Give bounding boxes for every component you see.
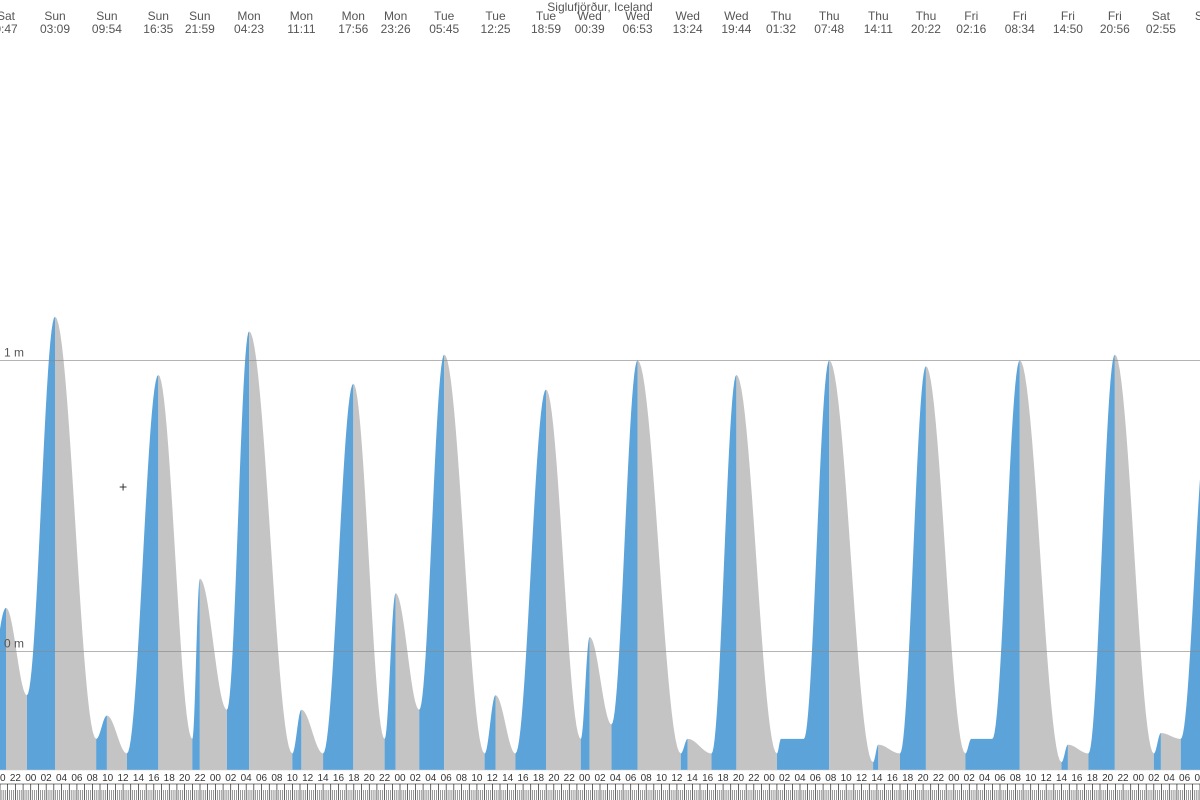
hour-label: 20 — [918, 773, 930, 784]
hour-label: 06 — [625, 773, 637, 784]
hour-label: 22 — [748, 773, 760, 784]
hour-label: 08 — [825, 773, 837, 784]
hour-label: 16 — [518, 773, 530, 784]
hour-label: 04 — [241, 773, 253, 784]
hour-label: 06 — [256, 773, 268, 784]
hour-label: 18 — [718, 773, 730, 784]
hour-label: 18 — [348, 773, 360, 784]
hour-label: 06 — [71, 773, 83, 784]
hour-label: 00 — [764, 773, 776, 784]
hour-label: 00 — [394, 773, 406, 784]
hour-label: 10 — [1025, 773, 1037, 784]
hour-label: 22 — [10, 773, 22, 784]
hour-label: 02 — [410, 773, 422, 784]
hour-label: 18 — [902, 773, 914, 784]
hour-label: 12 — [856, 773, 868, 784]
hour-label: 06 — [441, 773, 453, 784]
hour-label: 12 — [118, 773, 130, 784]
hour-label: 06 — [1179, 773, 1191, 784]
hour-label: 08 — [1010, 773, 1022, 784]
chart-svg: 0 m1 m2022000204060810121416182022000204… — [0, 0, 1200, 800]
hour-label: 02 — [779, 773, 791, 784]
hour-label: 20 — [733, 773, 745, 784]
y-gridline-label: 1 m — [4, 345, 24, 359]
hour-label: 00 — [948, 773, 960, 784]
hour-label: 12 — [487, 773, 499, 784]
hour-label: 22 — [194, 773, 206, 784]
hour-label: 22 — [564, 773, 576, 784]
hour-label: 16 — [1071, 773, 1083, 784]
hour-label: 08 — [271, 773, 283, 784]
hour-label: 06 — [810, 773, 822, 784]
hour-label: 00 — [210, 773, 222, 784]
hour-label: 00 — [1133, 773, 1145, 784]
hour-label: 04 — [794, 773, 806, 784]
hour-label: 22 — [1118, 773, 1130, 784]
hour-label: 14 — [871, 773, 883, 784]
hour-label: 22 — [379, 773, 391, 784]
hour-label: 20 — [548, 773, 560, 784]
hour-label: 20 — [1102, 773, 1114, 784]
hour-label: 12 — [1041, 773, 1053, 784]
tide-chart: Siglufjörður, Iceland Sat0:47Sun03:09Sun… — [0, 0, 1200, 800]
hour-label: 14 — [502, 773, 514, 784]
hour-label: 18 — [533, 773, 545, 784]
hour-label: 14 — [1056, 773, 1068, 784]
hour-label: 20 — [0, 773, 6, 784]
hour-label: 02 — [964, 773, 976, 784]
hour-label: 14 — [133, 773, 145, 784]
hour-label: 16 — [333, 773, 345, 784]
hour-label: 00 — [579, 773, 591, 784]
hour-label: 02 — [1148, 773, 1160, 784]
hour-label: 08 — [641, 773, 653, 784]
cursor-marker: + — [119, 478, 127, 494]
hour-label: 20 — [364, 773, 376, 784]
hour-label: 22 — [933, 773, 945, 784]
hour-label: 04 — [56, 773, 68, 784]
hour-label: 10 — [102, 773, 114, 784]
hour-label: 02 — [225, 773, 237, 784]
hour-label: 10 — [841, 773, 853, 784]
hour-label: 16 — [702, 773, 714, 784]
hour-label: 06 — [994, 773, 1006, 784]
hour-label: 10 — [656, 773, 668, 784]
hour-label: 04 — [425, 773, 437, 784]
hour-label: 10 — [471, 773, 483, 784]
hour-label: 14 — [687, 773, 699, 784]
hour-label: 08 — [1194, 773, 1200, 784]
hour-label: 10 — [287, 773, 299, 784]
hour-label: 02 — [41, 773, 53, 784]
hour-label: 08 — [87, 773, 99, 784]
hour-label: 16 — [148, 773, 160, 784]
hour-label: 00 — [25, 773, 37, 784]
hour-label: 04 — [1164, 773, 1176, 784]
hour-label: 12 — [302, 773, 314, 784]
hour-label: 16 — [887, 773, 899, 784]
hour-label: 04 — [979, 773, 991, 784]
hour-label: 02 — [594, 773, 606, 784]
hour-label: 18 — [164, 773, 176, 784]
hour-label: 20 — [179, 773, 191, 784]
hour-label: 14 — [318, 773, 330, 784]
hour-label: 18 — [1087, 773, 1099, 784]
hour-label: 12 — [671, 773, 683, 784]
hour-label: 08 — [456, 773, 468, 784]
hour-label: 04 — [610, 773, 622, 784]
y-gridline-label: 0 m — [4, 637, 24, 651]
